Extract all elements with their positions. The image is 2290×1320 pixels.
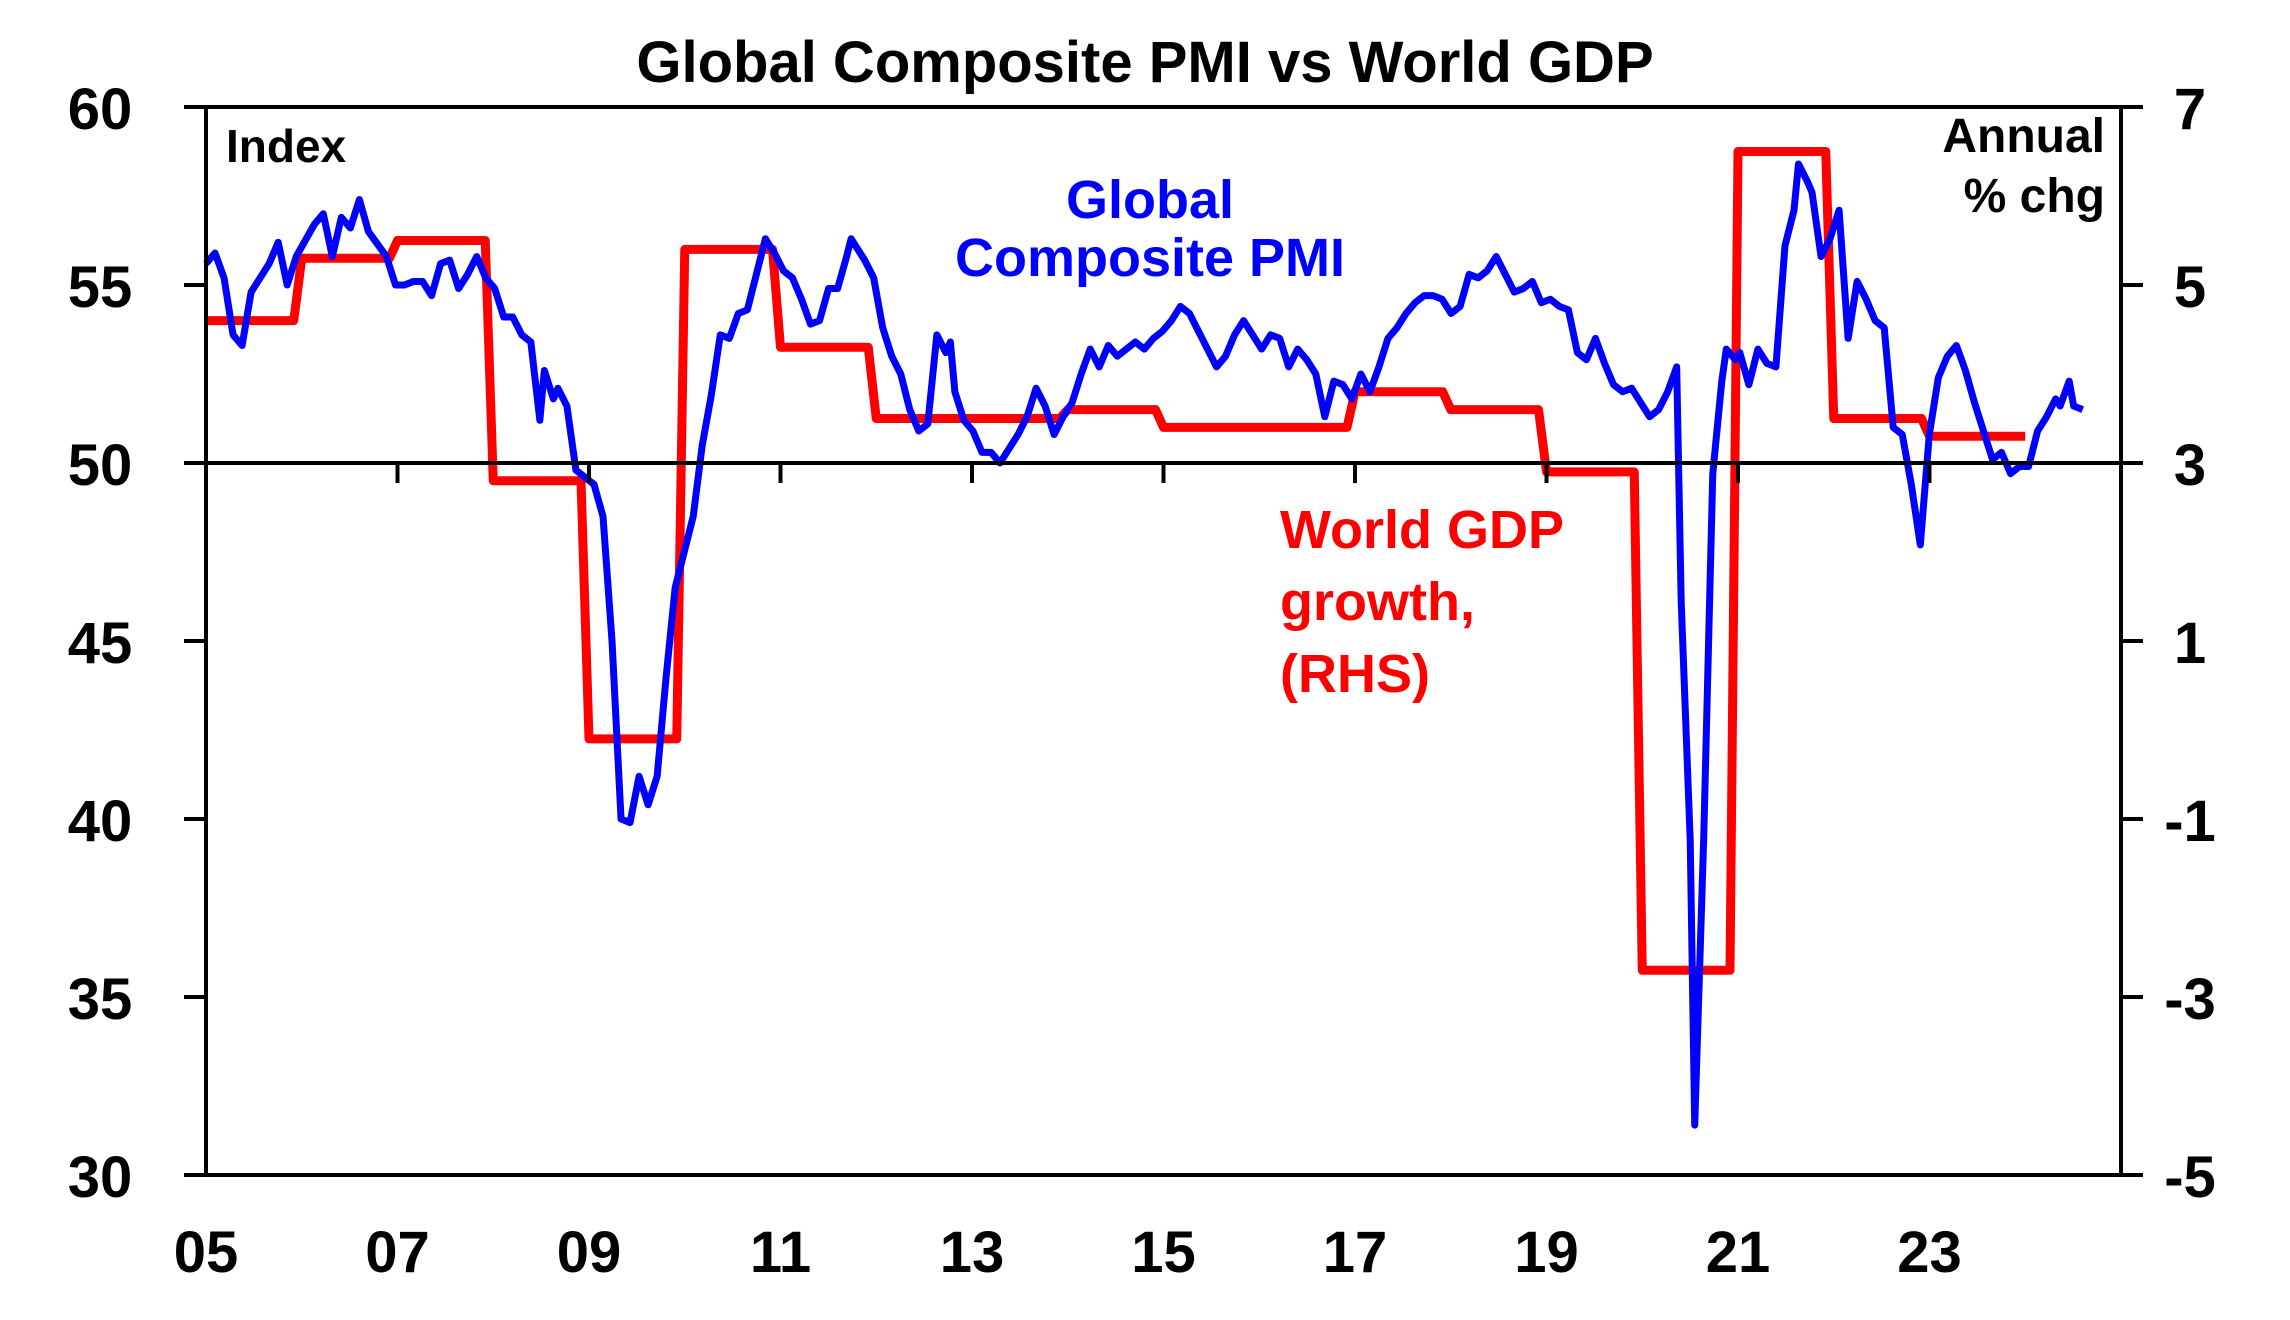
gdp-series (205, 147, 2026, 975)
pmi-label-line1: Global (1066, 170, 1234, 230)
x-axis-ticks: 05 07 09 11 13 15 17 19 21 23 (174, 463, 1962, 1285)
x-tick-label: 17 (1323, 1220, 1388, 1285)
left-tick-label: 45 (68, 611, 133, 676)
left-tick-label: 35 (68, 967, 133, 1032)
pmi-line (203, 160, 2084, 1129)
left-tick-label: 30 (68, 1145, 133, 1210)
right-tick-label: -3 (2164, 967, 2216, 1032)
x-tick-label: 11 (750, 1220, 811, 1285)
left-tick-label: 60 (68, 77, 133, 142)
right-axis-label-line2: % chg (1964, 170, 2105, 223)
x-tick-label: 05 (174, 1220, 239, 1285)
right-tick-label: -1 (2164, 789, 2216, 854)
left-tick-label: 40 (68, 789, 133, 854)
left-tick-label: 55 (68, 255, 133, 320)
chart-title: Global Composite PMI vs World GDP (636, 30, 1653, 95)
x-tick-label: 15 (1131, 1220, 1196, 1285)
right-tick-label: -5 (2164, 1145, 2216, 1210)
x-tick-label: 13 (940, 1220, 1005, 1285)
pmi-series (203, 160, 2084, 1129)
left-tick-label: 50 (68, 433, 133, 498)
pmi-label-line2: Composite PMI (955, 228, 1345, 288)
gdp-step-line (206, 147, 2026, 975)
x-tick-label: 23 (1897, 1220, 1962, 1285)
x-tick-label: 09 (557, 1220, 622, 1285)
right-tick-label: 7 (2174, 77, 2206, 142)
x-tick-label: 19 (1514, 1220, 1579, 1285)
gdp-label-line2: growth, (1280, 572, 1475, 632)
left-axis-label: Index (226, 120, 347, 172)
gdp-label-line1: World GDP (1280, 500, 1564, 560)
left-axis-ticks: 60 55 50 45 40 35 30 (68, 77, 206, 1210)
right-tick-label: 1 (2174, 611, 2206, 676)
x-tick-label: 07 (365, 1220, 430, 1285)
right-axis-label-line1: Annual (1942, 110, 2105, 163)
gdp-label-line3: (RHS) (1280, 644, 1430, 704)
x-tick-label: 21 (1706, 1220, 1771, 1285)
right-tick-label: 5 (2174, 255, 2206, 320)
right-axis-ticks: 7 5 3 1 -1 -3 -5 (2121, 77, 2216, 1210)
right-tick-label: 3 (2174, 433, 2206, 498)
